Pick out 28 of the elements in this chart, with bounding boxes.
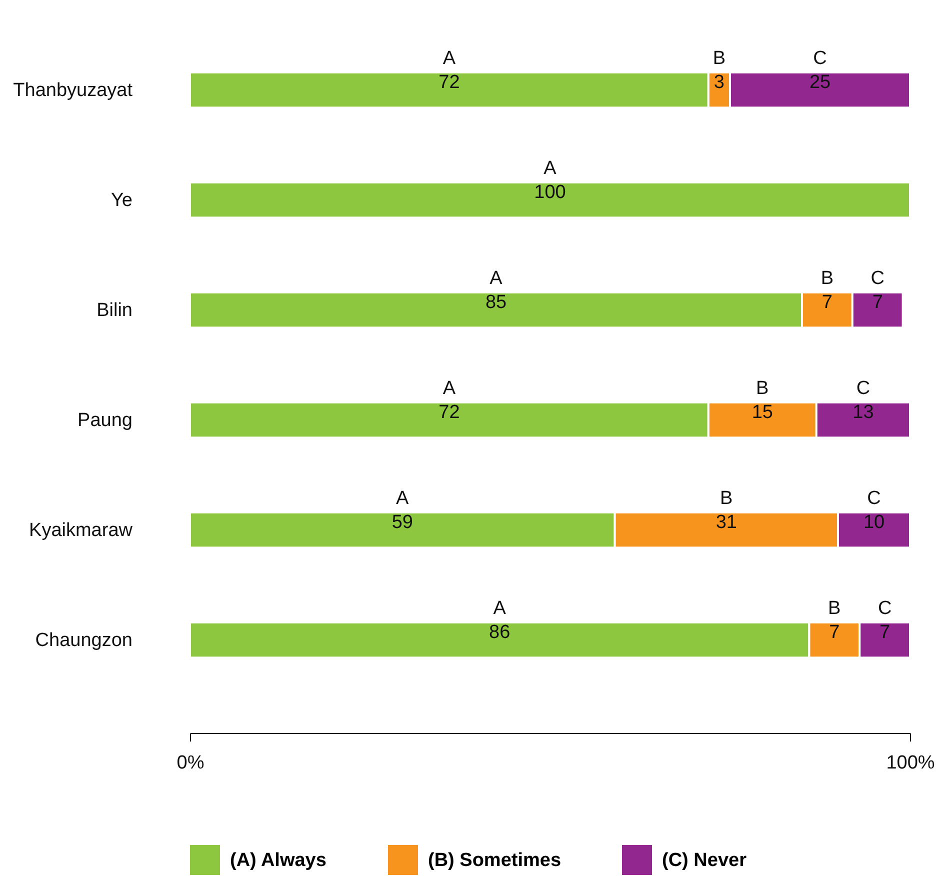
data-label: A 72 <box>438 48 460 93</box>
legend-label: (B) Sometimes <box>428 850 562 871</box>
data-label: B 7 <box>820 268 834 313</box>
data-label: C 10 <box>863 488 885 533</box>
bar <box>189 181 911 219</box>
x-tick-label: 0% <box>176 752 204 774</box>
data-label: A 86 <box>489 598 510 643</box>
data-label: C 7 <box>870 268 884 313</box>
y-tick-label: Thanbyuzayat <box>13 80 134 101</box>
data-label: A 100 <box>534 158 566 203</box>
y-tick-label: Kyaikmaraw <box>29 520 133 541</box>
data-label: A 59 <box>392 488 413 533</box>
y-tick-label: Ye <box>111 190 132 211</box>
data-label: B 31 <box>716 488 737 533</box>
legend-label: (A) Always <box>230 850 326 871</box>
data-label: C 25 <box>809 48 831 93</box>
legend-label: (C) Never <box>662 850 748 871</box>
data-label: A 85 <box>485 268 507 313</box>
x-tick-label: 100% <box>886 752 935 774</box>
data-label: C 7 <box>878 598 892 643</box>
data-label: A 72 <box>438 378 460 423</box>
y-tick-label: Paung <box>78 410 132 431</box>
data-label: B 3 <box>712 48 726 93</box>
data-label: B 7 <box>828 598 841 643</box>
data-label: B 15 <box>752 378 773 423</box>
y-tick-label: Bilin <box>96 300 132 321</box>
data-label: C 13 <box>852 378 874 423</box>
y-tick-label: Chaungzon <box>35 630 132 651</box>
